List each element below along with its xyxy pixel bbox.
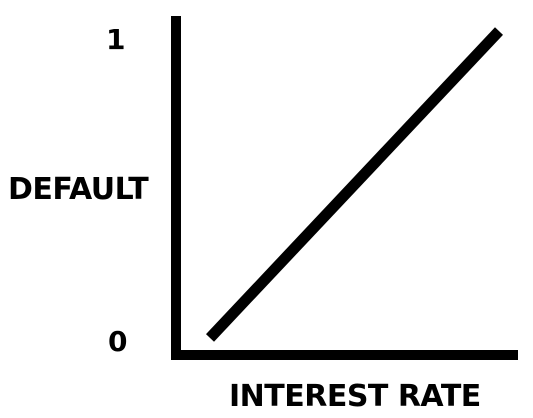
x-axis-title: INTEREST RATE: [229, 379, 481, 414]
y-tick-label-top: 1: [106, 23, 125, 56]
y-axis-title: DEFAULT: [8, 172, 149, 207]
y-tick-label-bottom: 0: [108, 325, 127, 358]
series-line-0: [210, 31, 499, 338]
series-layer: [210, 31, 499, 338]
